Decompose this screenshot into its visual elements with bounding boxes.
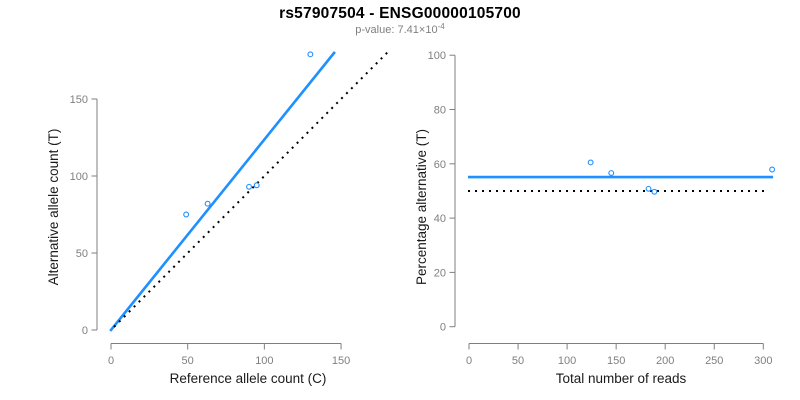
data-point	[183, 211, 190, 218]
data-point	[608, 170, 615, 176]
y-tick-label: 50	[76, 248, 88, 260]
data-point	[645, 185, 652, 192]
y-tick-label: 100	[70, 171, 88, 183]
x-axis-title: Total number of reads	[556, 371, 687, 386]
data-points	[183, 51, 314, 218]
identity-line	[113, 50, 390, 328]
page-title: rs57907504 - ENSG00000105700	[279, 5, 521, 22]
y-tick-label: 60	[434, 159, 446, 171]
fit-lines	[109, 50, 390, 332]
x-tick-label: 100	[255, 355, 273, 367]
y-axis-title: Alternative allele count (T)	[46, 129, 61, 286]
p-value-prefix: p-value:	[355, 24, 398, 36]
p-value-exponent: -4	[437, 22, 445, 31]
y-tick-label: 100	[428, 50, 446, 62]
data-point	[204, 200, 211, 207]
x-axis-title: Reference allele count (C)	[170, 371, 327, 386]
p-value-mantissa: 7.41	[397, 24, 419, 36]
y-tick-label: 0	[82, 325, 88, 337]
right-scatter-plot: 0 50 100 150 200 250 300 0 20 40 60 80 100 Total numb…	[414, 50, 776, 386]
data-point	[246, 183, 252, 190]
x-tick-label: 0	[108, 355, 114, 367]
y-tick-label: 80	[434, 105, 446, 117]
x-tick-label: 200	[656, 355, 674, 367]
data-point	[253, 182, 260, 189]
y-axis-title: Percentage alternative (T)	[414, 129, 429, 285]
x-tick-label: 150	[332, 355, 350, 367]
x-tick-label: 250	[705, 355, 723, 367]
p-value-times-base: ×10	[418, 24, 438, 36]
y-tick-label: 0	[440, 322, 446, 334]
data-points	[587, 159, 776, 195]
x-tick-label: 300	[754, 355, 772, 367]
data-point	[307, 51, 314, 58]
data-point	[651, 188, 658, 195]
regression-line	[109, 51, 336, 332]
y-tick-label: 20	[434, 267, 446, 279]
x-tick-label: 50	[512, 355, 524, 367]
fit-lines	[468, 175, 774, 192]
x-tick-label: 150	[607, 355, 625, 367]
y-tick-label: 150	[70, 94, 88, 106]
p-value-subtitle: p-value: 7.41×10-4	[0, 22, 800, 37]
x-tick-label: 50	[182, 355, 194, 367]
data-point	[587, 159, 594, 166]
y-tick-label: 40	[434, 213, 446, 225]
data-point	[769, 166, 776, 173]
left-scatter-plot: 0 50 100 150 0 50 100 150 Reference allele count…	[46, 50, 390, 386]
x-tick-label: 100	[558, 355, 576, 367]
x-tick-label: 0	[466, 355, 472, 367]
